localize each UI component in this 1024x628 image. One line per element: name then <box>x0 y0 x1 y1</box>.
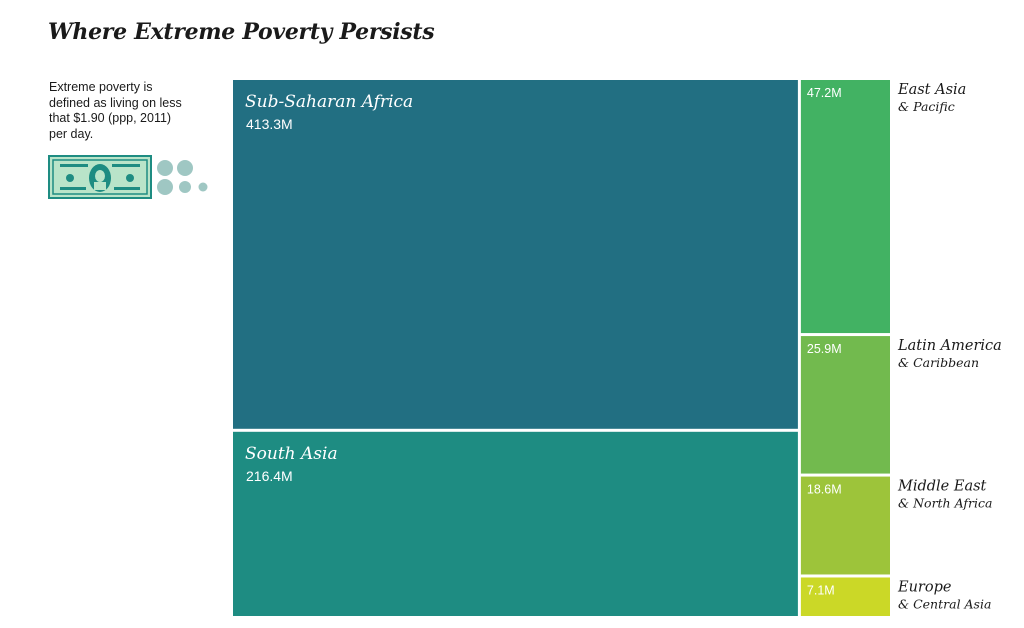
tile-south-asia <box>233 431 798 616</box>
side-sublabel-middle-east: & North Africa <box>898 496 992 511</box>
side-sublabel-east-asia: & Pacific <box>898 99 955 114</box>
tile-east-asia <box>800 80 890 334</box>
tile-value-europe: 7.1M <box>807 583 835 597</box>
tile-value-sub-saharan-africa: 413.3M <box>246 116 293 132</box>
tile-value-middle-east: 18.6M <box>807 483 842 497</box>
tile-latin-america <box>800 336 890 474</box>
tile-label-sub-saharan-africa: Sub-Saharan Africa <box>245 92 413 112</box>
tile-value-east-asia: 47.2M <box>807 86 842 100</box>
tile-europe <box>800 577 890 616</box>
side-label-europe: Europe <box>897 579 951 595</box>
tile-sub-saharan-africa <box>233 80 798 429</box>
chart-title: Where Extreme Poverty Persists <box>48 19 435 45</box>
dollar-bill-icon <box>48 155 152 199</box>
poverty-definition-note: Extreme poverty is defined as living on … <box>49 80 182 141</box>
tile-value-south-asia: 216.4M <box>246 468 293 484</box>
side-label-middle-east: Middle East <box>897 479 987 495</box>
tile-value-latin-america: 25.9M <box>807 342 842 356</box>
side-sublabel-latin-america: & Caribbean <box>898 355 979 370</box>
side-sublabel-europe: & Central Asia <box>898 596 991 611</box>
side-label-east-asia: East Asia <box>897 82 966 98</box>
side-label-latin-america: Latin America <box>897 338 1002 354</box>
tile-label-south-asia: South Asia <box>245 444 338 464</box>
coins-icon <box>157 160 208 195</box>
tile-middle-east <box>800 476 890 575</box>
